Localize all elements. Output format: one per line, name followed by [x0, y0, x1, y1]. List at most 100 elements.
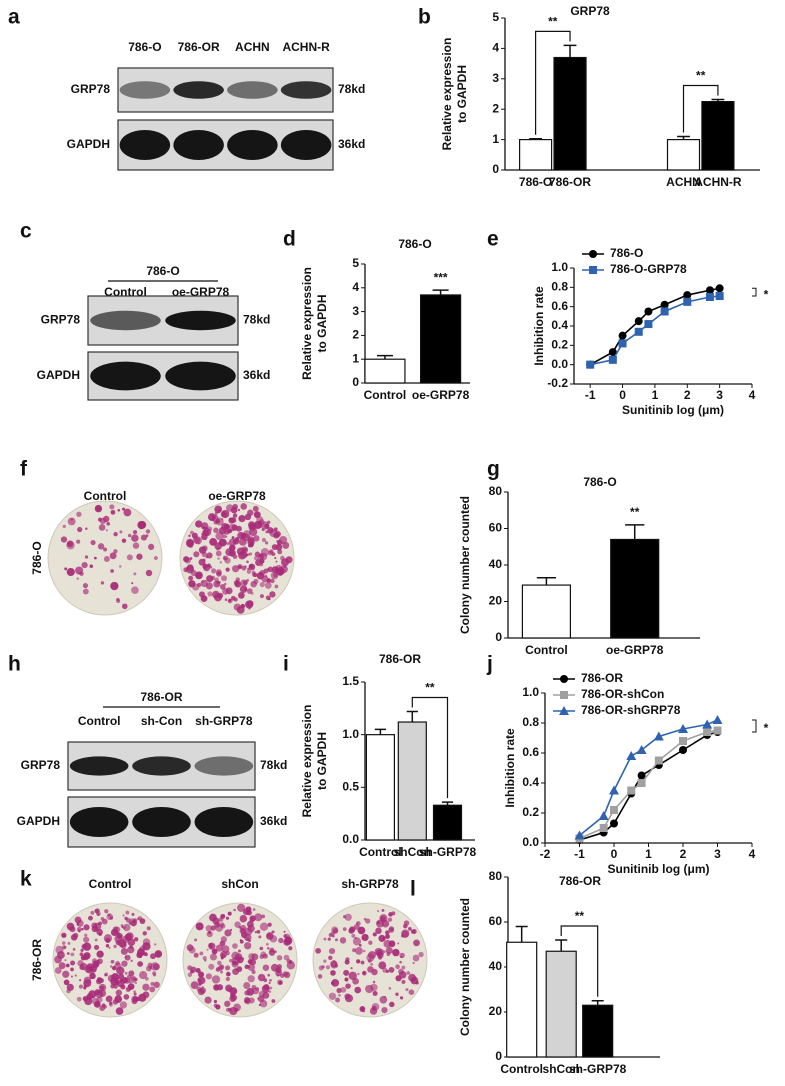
colony	[110, 959, 115, 964]
colony	[277, 539, 283, 546]
colony	[95, 966, 98, 969]
chart-title: 786-OR	[379, 652, 421, 666]
colony	[229, 958, 233, 963]
colony	[106, 522, 111, 526]
colony	[207, 526, 213, 532]
colony	[225, 976, 230, 982]
data-point	[679, 746, 687, 754]
size-label: 78kd	[338, 82, 365, 96]
colony	[256, 929, 261, 934]
colony	[246, 578, 250, 582]
lane-label: ACHN	[235, 40, 270, 54]
data-point	[705, 286, 714, 295]
colony	[237, 508, 241, 512]
colony	[131, 582, 134, 585]
colony	[215, 550, 222, 557]
colony	[213, 580, 221, 588]
colony	[198, 971, 205, 978]
colony	[121, 960, 128, 967]
colony	[131, 998, 138, 1005]
band	[194, 756, 254, 776]
colony	[381, 908, 385, 912]
colony	[237, 903, 246, 912]
series-line	[579, 731, 718, 841]
colony	[76, 511, 82, 517]
colony	[357, 972, 360, 976]
y-tick-label: 1.5	[342, 674, 359, 688]
data-point	[644, 320, 653, 329]
colony	[232, 565, 240, 573]
colony	[82, 588, 89, 595]
colony	[274, 556, 277, 560]
colony	[133, 992, 137, 996]
x-tick-label: Control	[359, 845, 402, 859]
colony	[368, 940, 373, 945]
y-tick-label: 0.0	[342, 832, 359, 846]
colony	[388, 967, 395, 973]
colony	[345, 957, 350, 962]
colony	[137, 961, 143, 967]
data-point	[660, 300, 669, 309]
panel-letter: b	[418, 6, 431, 29]
significance: **	[575, 909, 585, 923]
colony	[145, 569, 153, 577]
colony	[233, 908, 236, 912]
band	[90, 310, 161, 331]
colony	[234, 921, 241, 928]
condition-label: Control	[84, 489, 127, 503]
colony	[129, 945, 133, 949]
colony	[206, 948, 209, 951]
bar	[518, 139, 553, 171]
colony	[385, 934, 390, 940]
colony	[218, 526, 227, 535]
colony	[340, 986, 347, 993]
colony	[269, 978, 272, 982]
colony	[259, 520, 262, 523]
colony	[188, 534, 191, 538]
y-tick-label: 4	[352, 280, 359, 294]
colony	[98, 932, 102, 936]
colony	[81, 561, 88, 569]
y-tick-label: 1	[492, 132, 499, 146]
lane-label: ACHN-R	[282, 40, 330, 54]
colony	[80, 948, 84, 952]
colony	[123, 923, 131, 932]
colony	[94, 556, 97, 560]
colony	[103, 934, 113, 943]
data-point	[683, 297, 692, 306]
colony	[362, 971, 366, 974]
colony	[94, 938, 98, 942]
colony	[146, 926, 151, 931]
colony	[253, 535, 260, 542]
colony	[357, 926, 366, 935]
colony	[328, 992, 337, 1000]
colony	[397, 942, 400, 945]
colony	[97, 543, 105, 550]
colony	[64, 567, 68, 571]
legend-label: 786-O-GRP78	[610, 262, 687, 276]
colony	[60, 536, 68, 543]
x-tick-label: sh-GRP78	[569, 1062, 627, 1076]
data-point	[634, 327, 643, 336]
data-point	[598, 811, 609, 820]
error-bar	[711, 98, 725, 102]
colony	[235, 577, 240, 582]
colony	[78, 984, 84, 989]
colony	[252, 505, 259, 512]
colony	[127, 946, 135, 954]
colony	[109, 965, 113, 968]
size-label: 36kd	[260, 814, 287, 828]
colony	[198, 978, 203, 983]
significance: **	[696, 69, 706, 83]
colony	[113, 944, 117, 949]
colony	[216, 571, 222, 577]
colony	[122, 935, 130, 943]
colony	[118, 973, 125, 980]
colony	[254, 913, 263, 922]
colony	[403, 920, 410, 926]
colony	[195, 520, 203, 528]
colony	[261, 984, 270, 993]
colony	[127, 533, 132, 538]
colony	[231, 536, 235, 539]
condition-label: Control	[89, 877, 132, 891]
